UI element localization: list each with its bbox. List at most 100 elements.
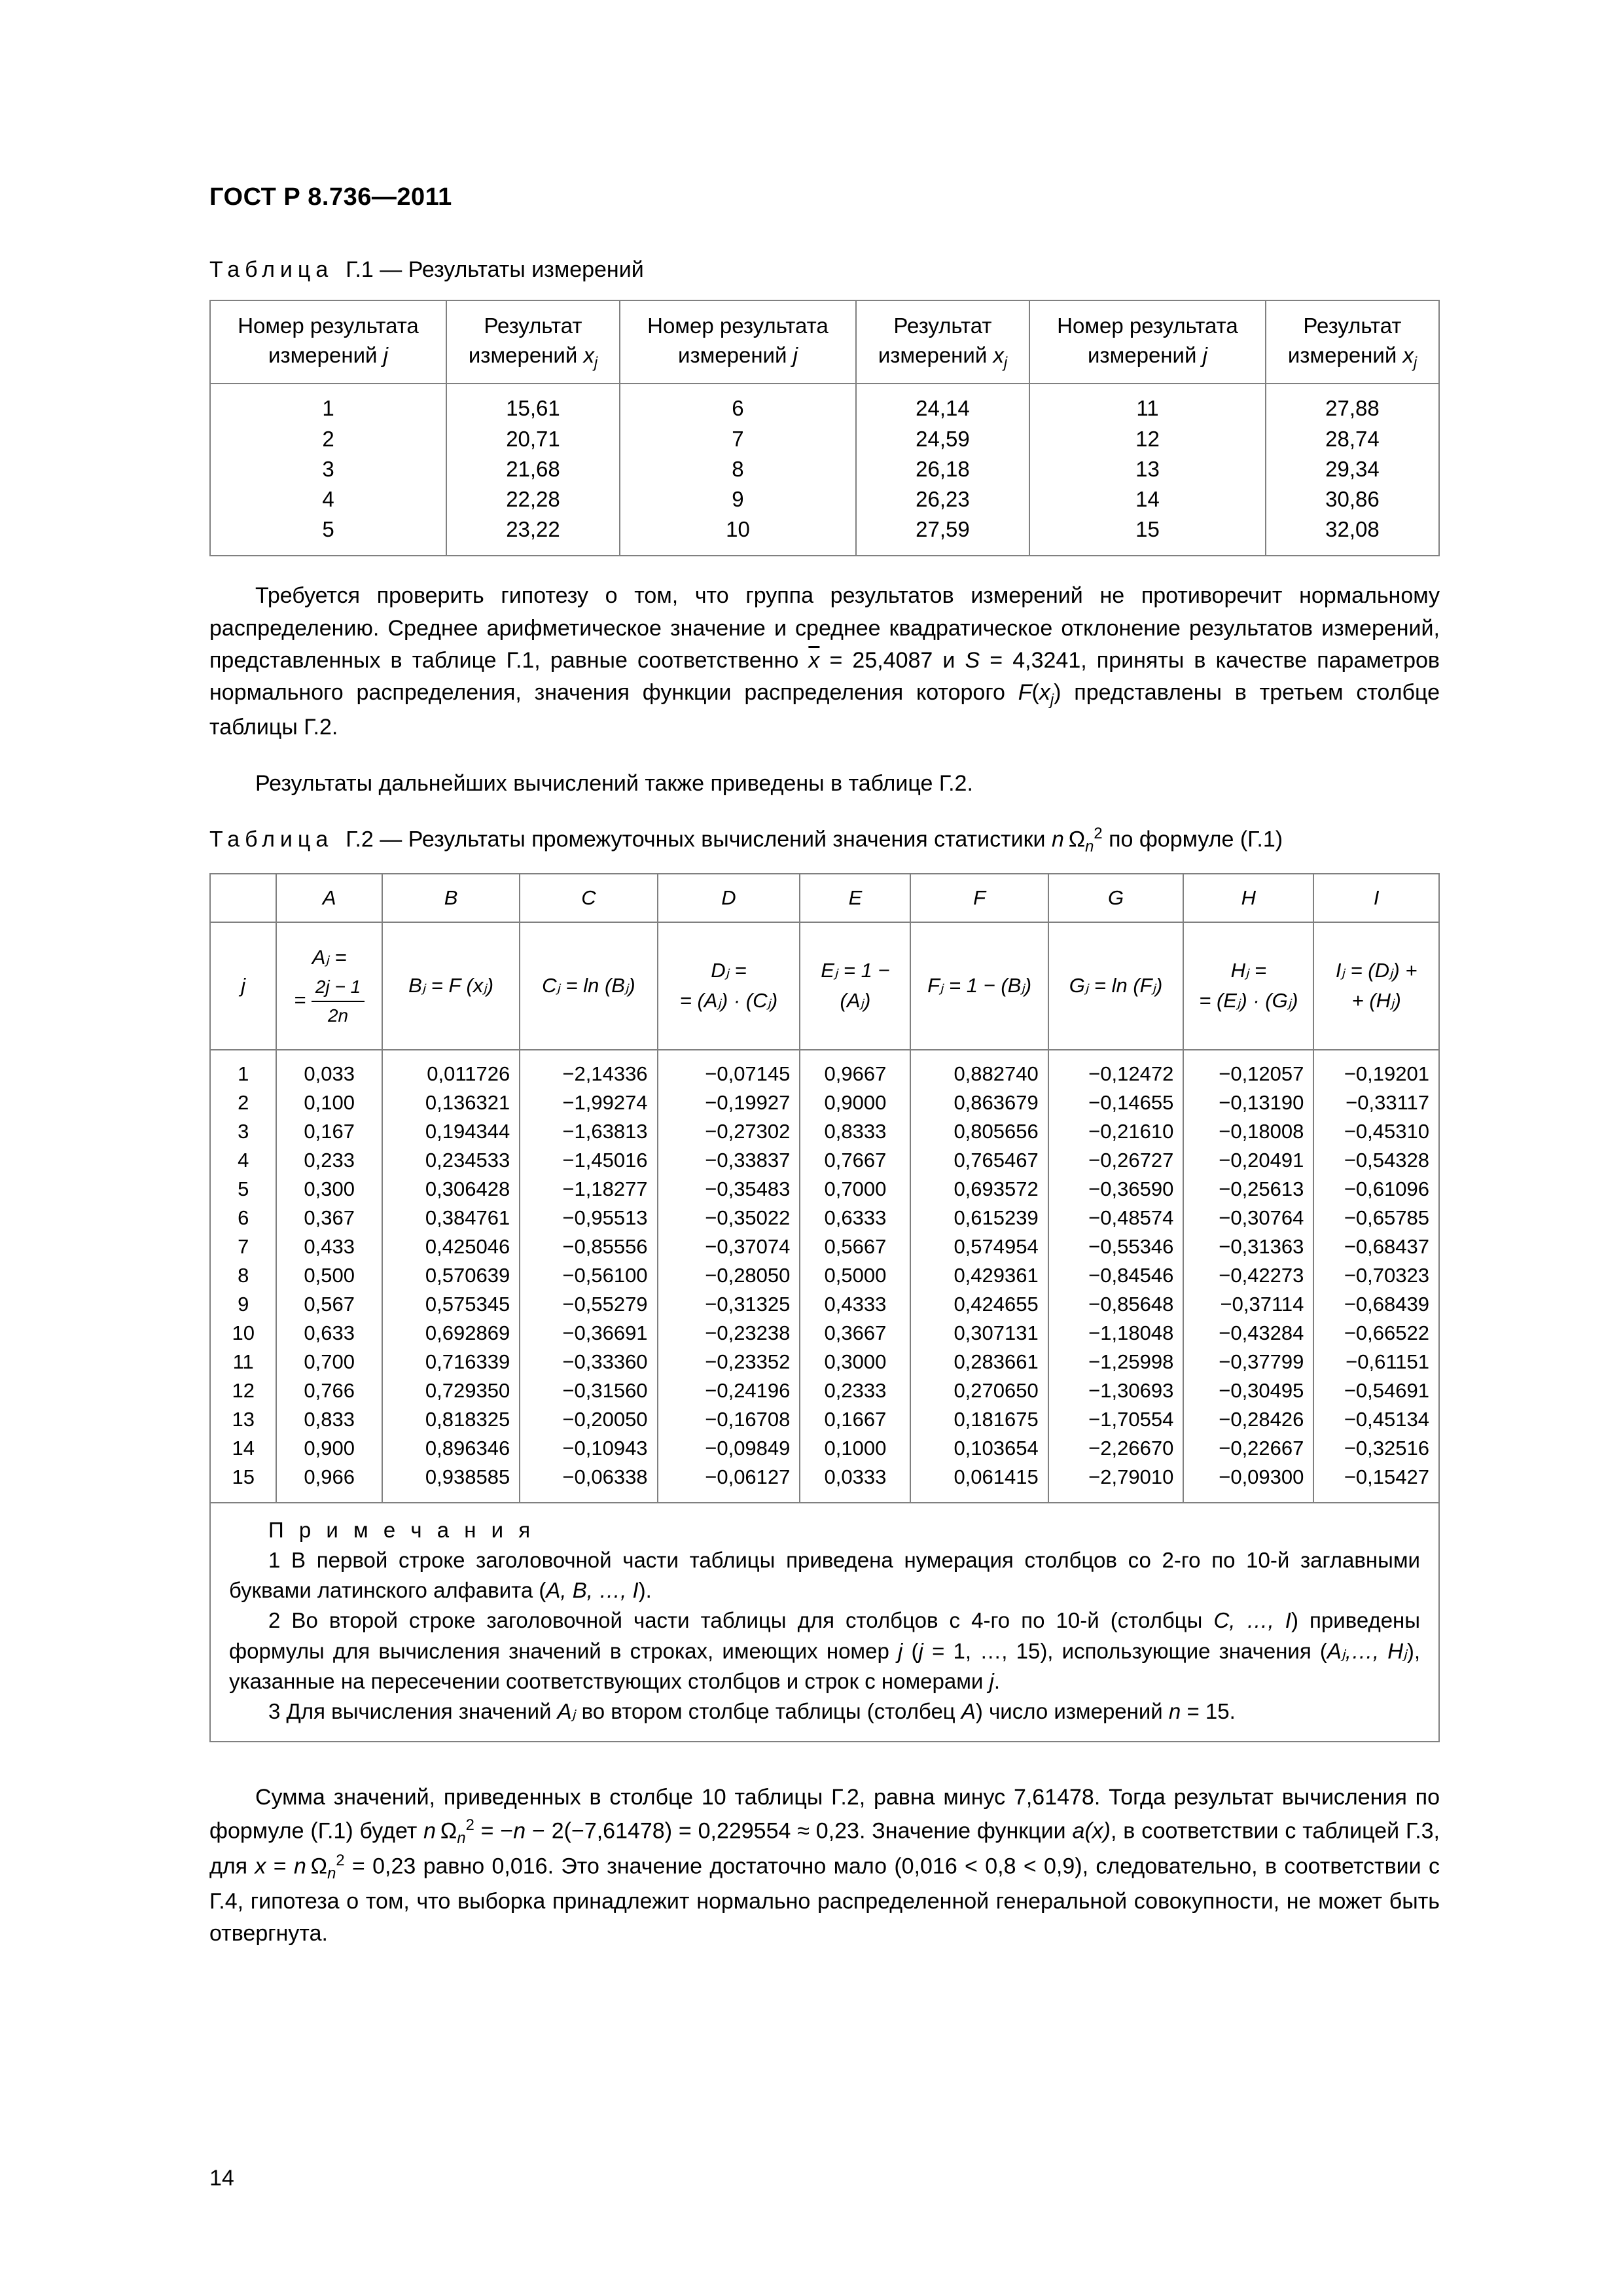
table-cell: 30,86 xyxy=(1273,484,1432,514)
table-cell: 27,59 xyxy=(863,514,1022,545)
table-cell: −1,70554 xyxy=(1058,1405,1174,1434)
t1-head: Номер результатаизмерений j xyxy=(1029,300,1266,384)
table-cell: 20,71 xyxy=(454,424,613,454)
paragraph-2: Результаты дальнейших вычислений также п… xyxy=(209,768,1440,800)
table-cell: 0,633 xyxy=(286,1319,372,1348)
table-cell: −1,18277 xyxy=(529,1175,647,1204)
table-cell: −0,66522 xyxy=(1323,1319,1429,1348)
table-cell: 0,575345 xyxy=(392,1290,510,1319)
table-cell: 24,59 xyxy=(863,424,1022,454)
t2-letter: E xyxy=(800,874,910,922)
table-cell: −0,65785 xyxy=(1323,1204,1429,1232)
table-cell: 0,233 xyxy=(286,1146,372,1175)
table-cell: −0,24196 xyxy=(668,1376,791,1405)
table-cell: 13 xyxy=(220,1405,266,1434)
t2-letter: B xyxy=(382,874,520,922)
table-cell: −0,31325 xyxy=(668,1290,791,1319)
table-column: −0,12472−0,14655−0,21610−0,26727−0,36590… xyxy=(1048,1050,1184,1503)
caption-num: Г.1 — xyxy=(346,257,402,282)
t2-letter: F xyxy=(910,874,1048,922)
table-cell: −0,85648 xyxy=(1058,1290,1174,1319)
table-cell: 10 xyxy=(220,1319,266,1348)
table-cell: −0,54328 xyxy=(1323,1146,1429,1175)
table-cell: −0,68439 xyxy=(1323,1290,1429,1319)
table-cell: 0,061415 xyxy=(920,1463,1038,1492)
table-cell: 8 xyxy=(220,1261,266,1290)
table-cell: 10 xyxy=(627,514,849,545)
table-cell: 0,7667 xyxy=(810,1146,901,1175)
table-cell: 0,716339 xyxy=(392,1348,510,1376)
table-cell: 0,307131 xyxy=(920,1319,1038,1348)
table-cell: 27,88 xyxy=(1273,393,1432,423)
table-cell: 0,167 xyxy=(286,1117,372,1146)
table-cell: 7 xyxy=(627,424,849,454)
table-cell: −1,63813 xyxy=(529,1117,647,1146)
table-cell: 0,4333 xyxy=(810,1290,901,1319)
table-cell: −1,25998 xyxy=(1058,1348,1174,1376)
table-cell: 0,194344 xyxy=(392,1117,510,1146)
table-cell: 13 xyxy=(1037,454,1258,484)
table-cell: 0,306428 xyxy=(392,1175,510,1204)
table-cell: 0,1667 xyxy=(810,1405,901,1434)
paragraph-1: Требуется проверить гипотезу о том, что … xyxy=(209,580,1440,744)
t2-letter: H xyxy=(1183,874,1313,922)
table-cell: 2 xyxy=(217,424,439,454)
table-cell: −0,14655 xyxy=(1058,1088,1174,1117)
table-cell: 0,367 xyxy=(286,1204,372,1232)
table-cell: −0,07145 xyxy=(668,1060,791,1088)
table-cell: 0,570639 xyxy=(392,1261,510,1290)
t2-formula-B: Bⱼ = F (xⱼ) xyxy=(382,922,520,1050)
table-cell: 15,61 xyxy=(454,393,613,423)
table-cell: 0,938585 xyxy=(392,1463,510,1492)
table-cell: −0,20050 xyxy=(529,1405,647,1434)
table-cell: −2,14336 xyxy=(529,1060,647,1088)
table-cell: 0,136321 xyxy=(392,1088,510,1117)
table-column: 0,0330,1000,1670,2330,3000,3670,4330,500… xyxy=(276,1050,382,1503)
table-cell: 0,270650 xyxy=(920,1376,1038,1405)
table-cell: −0,42273 xyxy=(1193,1261,1304,1290)
table-cell: −0,28426 xyxy=(1193,1405,1304,1434)
table-cell: 6 xyxy=(220,1204,266,1232)
table-cell: 12 xyxy=(1037,424,1258,454)
table-cell: 0,3000 xyxy=(810,1348,901,1376)
doc-code: ГОСТ Р 8.736—2011 xyxy=(209,183,1440,211)
table-cell: −0,31560 xyxy=(529,1376,647,1405)
table-cell: −0,31363 xyxy=(1193,1232,1304,1261)
table-cell: 9 xyxy=(220,1290,266,1319)
table-cell: 0,100 xyxy=(286,1088,372,1117)
table-cell: 0,011726 xyxy=(392,1060,510,1088)
table-cell: 28,74 xyxy=(1273,424,1432,454)
table-cell: −0,12472 xyxy=(1058,1060,1174,1088)
t2-letter: G xyxy=(1048,874,1184,922)
t1-head: Номер результатаизмерений j xyxy=(620,300,856,384)
table-cell: 1 xyxy=(217,393,439,423)
table-cell: 0,833 xyxy=(286,1405,372,1434)
table-cell: −0,23352 xyxy=(668,1348,791,1376)
table-cell: −0,95513 xyxy=(529,1204,647,1232)
table-cell: 0,1000 xyxy=(810,1434,901,1463)
caption-title: Результаты измерений xyxy=(408,257,644,282)
t2-formula-D: Dⱼ == (Aⱼ) · (Cⱼ) xyxy=(658,922,800,1050)
caption-word: Таблица xyxy=(209,257,333,282)
table-cell: −1,18048 xyxy=(1058,1319,1174,1348)
table-cell: 0,300 xyxy=(286,1175,372,1204)
table-cell: 0,5000 xyxy=(810,1261,901,1290)
table-cell: 0,424655 xyxy=(920,1290,1038,1319)
table-cell: 0,766 xyxy=(286,1376,372,1405)
table-cell: 1 xyxy=(220,1060,266,1088)
table-cell: −1,45016 xyxy=(529,1146,647,1175)
table-cell: −0,30495 xyxy=(1193,1376,1304,1405)
table-cell: −0,37799 xyxy=(1193,1348,1304,1376)
table-cell: −0,43284 xyxy=(1193,1319,1304,1348)
table-cell: −0,48574 xyxy=(1058,1204,1174,1232)
table-cell: 0,765467 xyxy=(920,1146,1038,1175)
table-cell: −0,55346 xyxy=(1058,1232,1174,1261)
t2-formula-A: Aⱼ = = 2j − 12n xyxy=(276,922,382,1050)
t2-letter: C xyxy=(520,874,657,922)
table-g1: Номер результатаизмерений j Результатизм… xyxy=(209,300,1440,556)
table-cell: −0,23238 xyxy=(668,1319,791,1348)
table-cell: 0,2333 xyxy=(810,1376,901,1405)
table-cell: 0,7000 xyxy=(810,1175,901,1204)
table-cell: −0,12057 xyxy=(1193,1060,1304,1088)
table-cell: −0,70323 xyxy=(1323,1261,1429,1290)
